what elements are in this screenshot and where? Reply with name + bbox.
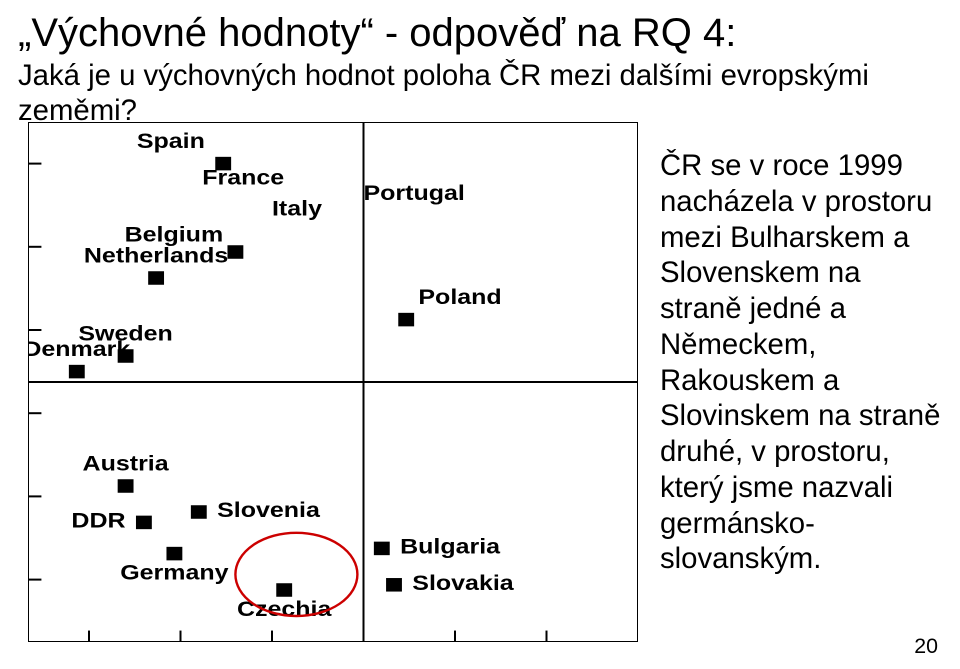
page-subtitle: Jaká je u výchovných hodnot poloha ČR me… bbox=[18, 58, 942, 128]
chart-point-label: Germany bbox=[120, 560, 228, 584]
chart-point-label: Czechia bbox=[237, 597, 333, 621]
page: „Výchovné hodnoty“ - odpověď na RQ 4: Ja… bbox=[0, 0, 960, 669]
page-number: 20 bbox=[914, 634, 938, 659]
chart-container: SpainFrancePortugalItalyBelgiumNetherlan… bbox=[28, 122, 638, 642]
chart-point-label: Bulgaria bbox=[400, 534, 501, 558]
chart-point-label: Netherlands bbox=[84, 243, 228, 267]
chart-point-label: Slovakia bbox=[412, 571, 515, 595]
chart-point-label: Poland bbox=[418, 285, 501, 309]
chart-point-label: DDR bbox=[71, 508, 125, 532]
chart-point-label: Italy bbox=[272, 196, 322, 220]
chart-point-label: Portugal bbox=[364, 181, 465, 205]
chart-point-label: Austria bbox=[83, 451, 170, 475]
chart-point-label: France bbox=[202, 165, 284, 189]
chart-point-label: Denmark bbox=[28, 337, 130, 361]
chart-point-label: Slovenia bbox=[217, 498, 321, 522]
chart-point-label: Spain bbox=[137, 129, 205, 153]
scatter-chart: SpainFrancePortugalItalyBelgiumNetherlan… bbox=[28, 122, 638, 642]
page-title: „Výchovné hodnoty“ - odpověď na RQ 4: bbox=[18, 10, 942, 56]
body-paragraph: ČR se v roce 1999 nacházela v prostoru m… bbox=[660, 148, 950, 577]
